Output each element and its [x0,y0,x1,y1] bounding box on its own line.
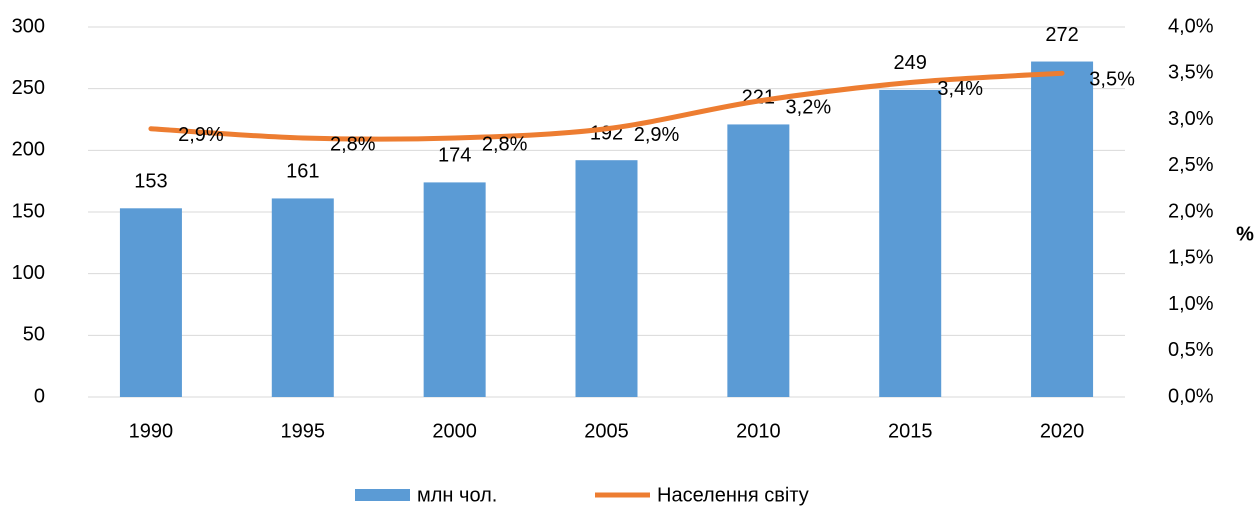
data-label: 3,4% [937,78,983,100]
data-label: 249 [894,52,927,74]
y-tick-label: 100 [12,262,45,284]
y2-tick-label: 0,0% [1168,385,1214,407]
bar [879,89,942,398]
data-label: 3,2% [786,96,832,118]
x-tick-label: 2020 [1040,420,1085,442]
y2-tick-label: 3,0% [1168,108,1214,130]
bar [1031,61,1094,398]
data-label: 2,9% [178,124,224,146]
y-tick-label: 0 [34,385,45,407]
x-tick-label: 2010 [736,420,781,442]
y2-tick-label: 1,0% [1168,293,1214,315]
y-tick-label: 200 [12,139,45,161]
data-label: 272 [1045,24,1078,46]
line [148,70,1065,142]
data-label: 2,8% [330,133,376,155]
y-tick-label: 50 [23,324,45,346]
y-tick-label: 300 [12,15,45,37]
bar [119,208,182,397]
x-tick-label: 2005 [584,420,629,442]
y2-tick-label: 2,0% [1168,200,1214,222]
bar [575,160,638,397]
y2-tick-label: 0,5% [1168,339,1214,361]
y2-tick-label: 1,5% [1168,247,1214,269]
x-tick-label: 2015 [888,420,933,442]
x-tick-label: 2000 [432,420,477,442]
bar [727,124,790,397]
data-label: 3,5% [1089,69,1135,91]
data-label: 153 [134,171,167,193]
y-tick-label: 250 [12,77,45,99]
data-label: 2,9% [634,124,680,146]
data-label: 174 [438,145,471,167]
y-tick-label: 150 [12,200,45,222]
bar [423,182,486,397]
legend-label: млн чол. [417,484,497,506]
y2-tick-label: 3,5% [1168,62,1214,84]
y2-tick-label: 4,0% [1168,15,1214,37]
legend-swatch [355,489,410,501]
y2-axis-label: % [1236,223,1254,245]
x-tick-label: 1990 [129,420,174,442]
x-tick-label: 1995 [281,420,326,442]
bar [271,198,334,397]
data-label: 161 [286,161,319,183]
legend-label: Населення світу [657,484,809,506]
data-label: 2,8% [482,133,528,155]
y2-tick-label: 2,5% [1168,154,1214,176]
